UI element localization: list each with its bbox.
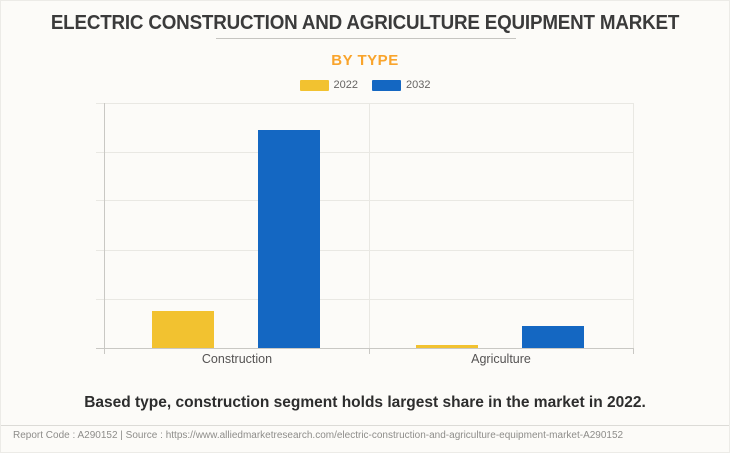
gridline-h [96, 152, 633, 153]
x-label-construction: Construction [201, 352, 273, 366]
bar-agriculture-2032 [522, 326, 584, 348]
report-source-text: Report Code : A290152 | Source : https:/… [13, 430, 624, 441]
page-title: ELECTRIC CONSTRUCTION AND AGRICULTURE EQ… [50, 12, 680, 34]
plot-area [96, 103, 634, 354]
chart-subtitle: BY TYPE [331, 52, 399, 69]
gridline-v [369, 103, 370, 348]
chart-caption: Based type, construction segment holds l… [84, 394, 646, 411]
legend-swatch-2032 [372, 79, 401, 91]
x-axis-labels: Construction Agriculture [104, 352, 633, 368]
gridline-v [633, 103, 634, 348]
x-axis-tick [633, 348, 634, 354]
footer-divider [1, 425, 729, 426]
gridline-h [96, 250, 633, 251]
bar-construction-2022 [152, 311, 214, 348]
legend-label-2022: 2022 [333, 79, 358, 91]
legend-item-2032[interactable]: 2032 [372, 79, 430, 91]
y-axis [104, 103, 105, 354]
x-axis-tick [369, 348, 370, 354]
legend: 2022 2032 [1, 79, 729, 91]
gridline-h [96, 103, 633, 104]
bar-agriculture-2022 [416, 345, 478, 348]
legend-item-2022[interactable]: 2022 [299, 79, 358, 91]
x-axis [96, 348, 633, 349]
gridline-h [96, 200, 633, 201]
bar-construction-2032 [258, 130, 320, 348]
legend-label-2032: 2032 [406, 79, 431, 91]
title-divider [216, 38, 516, 39]
gridline-h [96, 299, 633, 300]
x-label-agriculture: Agriculture [471, 352, 531, 366]
legend-swatch-2022 [299, 79, 329, 91]
